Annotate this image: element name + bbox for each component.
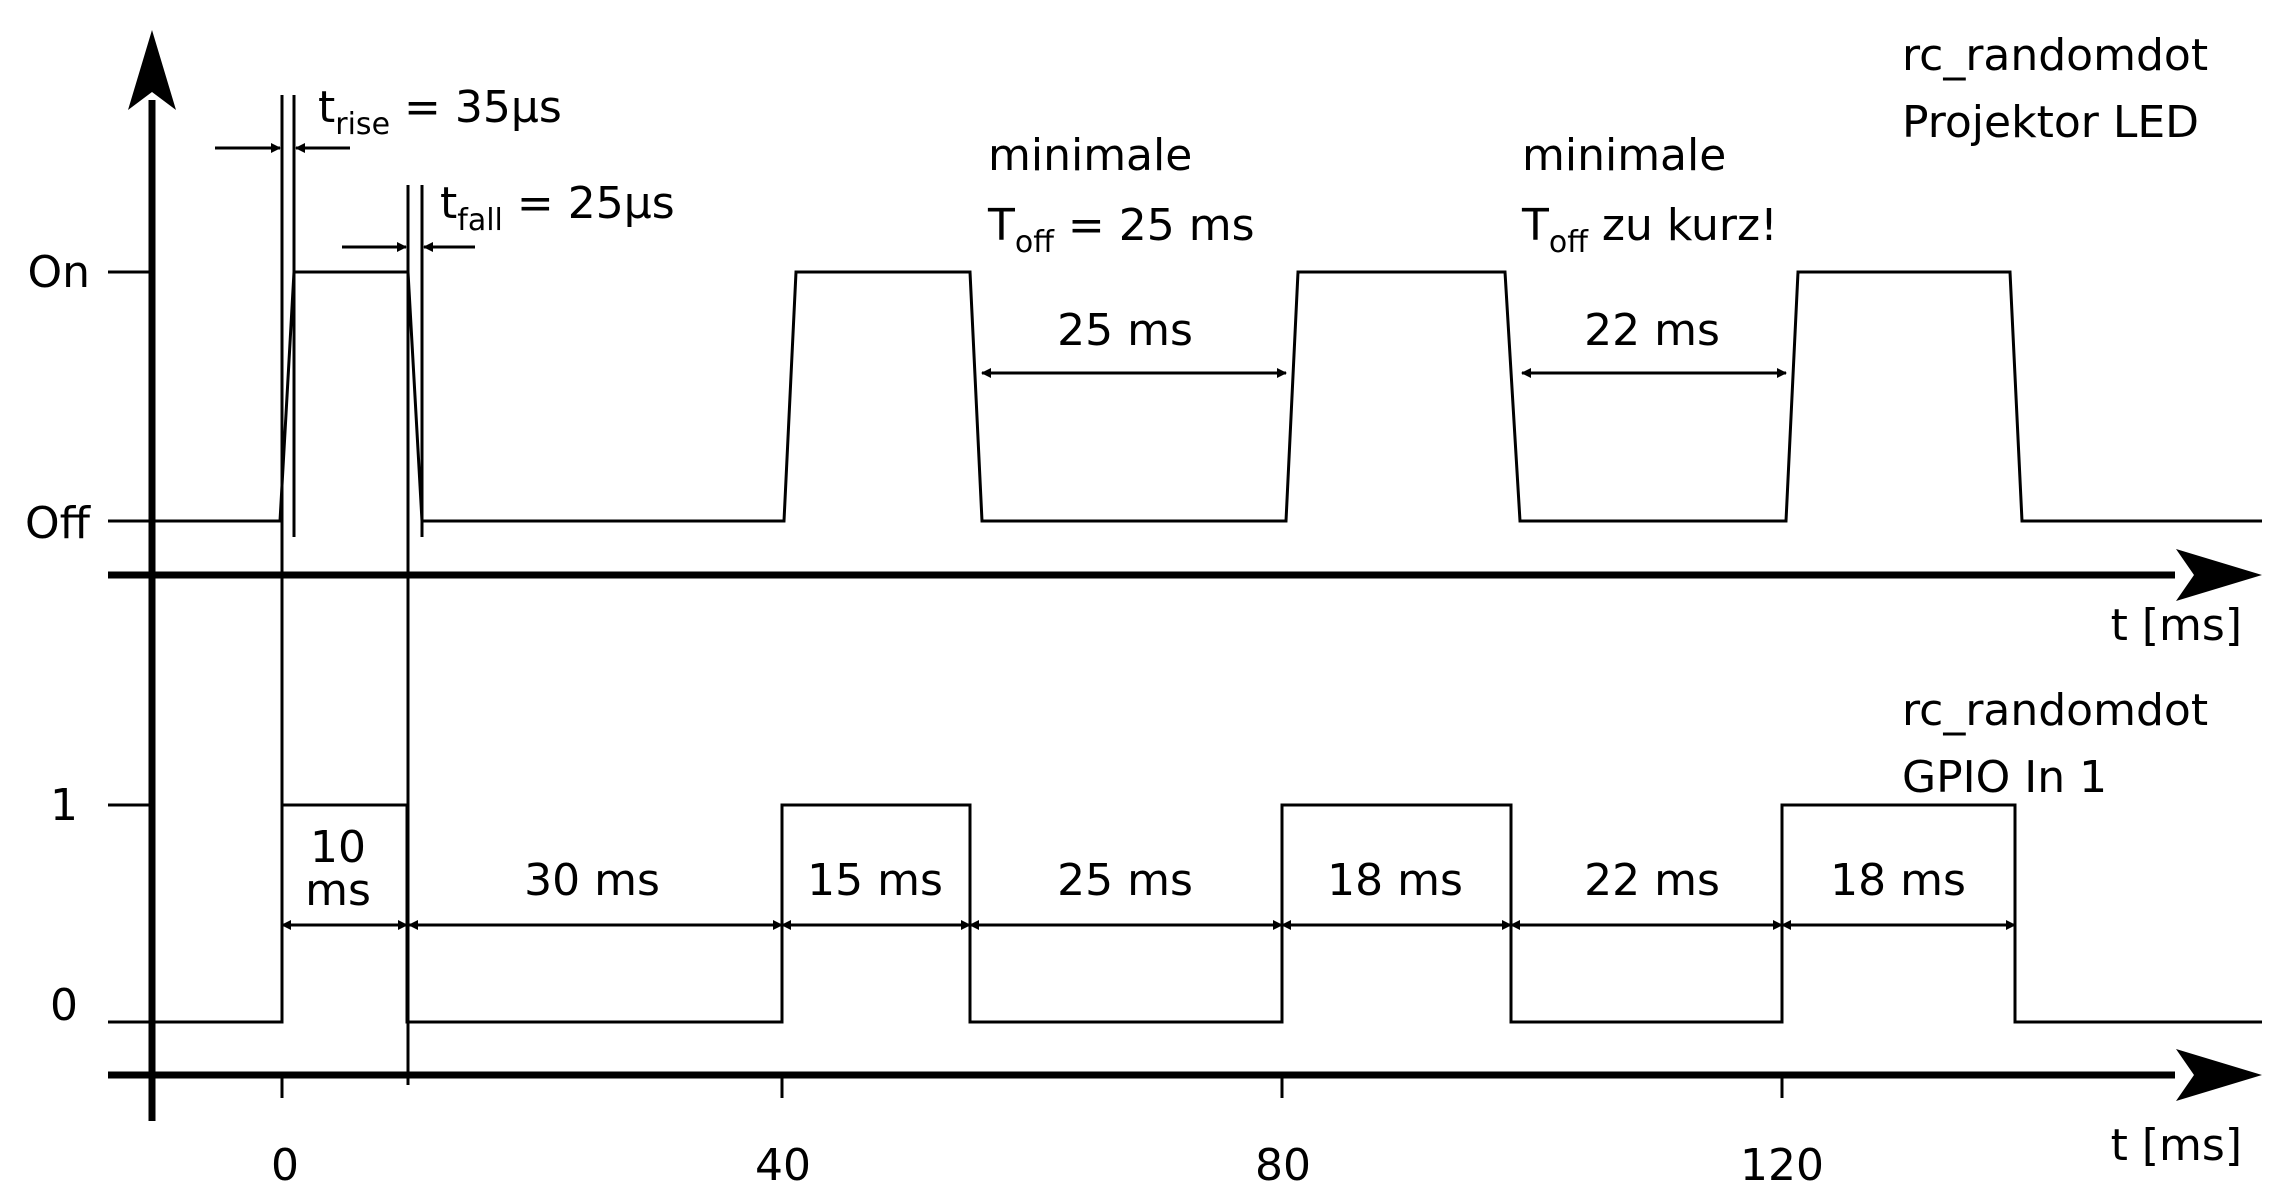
led-waveform <box>108 270 2262 523</box>
bottom-interval-label-1: 30 ms <box>524 855 660 906</box>
level-off-label: Off <box>25 498 92 549</box>
bottom-panel-title-1: rc_randomdot <box>1902 685 2208 736</box>
top-panel-title-2: Projektor LED <box>1902 97 2199 148</box>
tfall-annotation: tfall = 25µs <box>440 178 675 238</box>
top-interval-label-1: 25 ms <box>1057 305 1193 356</box>
gpio-waveform <box>108 803 2262 1024</box>
x-tick-label-0: 0 <box>271 1140 299 1191</box>
top-interval-label-2: 22 ms <box>1584 305 1720 356</box>
min-toff-1-line2: Toff = 25 ms <box>987 200 1255 260</box>
level-0-label: 0 <box>50 980 78 1031</box>
bottom-interval-label-4: 18 ms <box>1327 855 1463 906</box>
bottom-interval-label-6: 18 ms <box>1830 855 1966 906</box>
min-toff-2-line2: Toff zu kurz! <box>1521 200 1778 260</box>
x-tick-label-80: 80 <box>1255 1140 1311 1191</box>
bottom-time-axis-arrowhead <box>2176 1049 2262 1101</box>
top-axis-label: t [ms] <box>2111 600 2242 651</box>
bottom-panel-title-2: GPIO In 1 <box>1902 752 2107 803</box>
level-1-label: 1 <box>50 780 78 831</box>
x-tick-label-120: 120 <box>1740 1140 1824 1191</box>
bottom-interval-label-3: 25 ms <box>1057 855 1193 906</box>
bottom-interval-label-0-line2: ms <box>305 865 371 916</box>
trise-annotation: trise = 35µs <box>318 82 562 142</box>
bottom-axis-label: t [ms] <box>2111 1120 2242 1171</box>
y-axis-arrowhead <box>128 30 176 110</box>
min-toff-2-line1: minimale <box>1522 130 1726 181</box>
min-toff-1-line1: minimale <box>988 130 1192 181</box>
bottom-interval-label-5: 22 ms <box>1584 855 1720 906</box>
level-on-label: On <box>27 247 90 298</box>
top-panel-title-1: rc_randomdot <box>1902 30 2208 81</box>
bottom-interval-label-2: 15 ms <box>807 855 943 906</box>
top-time-axis-arrowhead <box>2176 549 2262 601</box>
x-tick-label-40: 40 <box>755 1140 811 1191</box>
bottom-interval-label-0-line1: 10 <box>310 822 366 873</box>
